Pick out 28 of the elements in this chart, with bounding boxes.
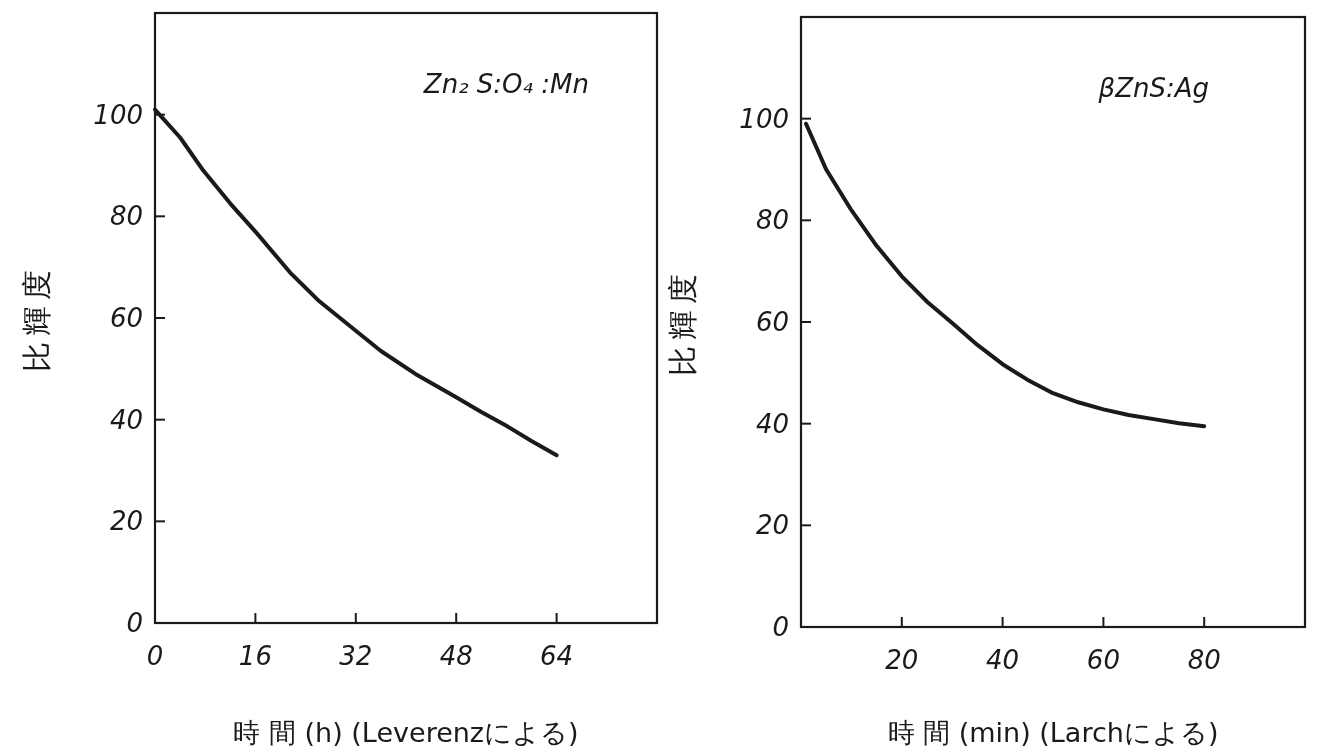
y-tick-label: 40 xyxy=(109,404,143,435)
y-tick-label: 0 xyxy=(772,612,789,642)
y-axis-title: 比輝度 xyxy=(19,264,54,372)
x-tick-label: 40 xyxy=(986,645,1020,675)
y-tick-label: 60 xyxy=(755,307,789,337)
x-tick-label: 20 xyxy=(885,645,919,675)
x-axis-title: 時 間 (h) (Leverenzによる) xyxy=(233,717,579,748)
x-tick-label: 60 xyxy=(1086,645,1120,675)
y-axis-title: 比輝度 xyxy=(665,268,700,376)
y-tick-label: 20 xyxy=(755,510,789,541)
x-tick-label: 0 xyxy=(146,641,164,671)
x-tick-label: 48 xyxy=(439,641,473,671)
x-tick-label: 32 xyxy=(339,641,373,671)
y-tick-label: 40 xyxy=(755,408,789,439)
annotation: Zn₂ S:O₄ :Mn xyxy=(422,69,589,99)
y-tick-label: 80 xyxy=(109,201,143,232)
x-axis-title: 時 間 (min) (Larchによる) xyxy=(887,717,1219,748)
y-tick-label: 80 xyxy=(755,205,789,236)
y-tick-label: 100 xyxy=(739,103,789,134)
x-tick-label: 80 xyxy=(1187,645,1221,675)
y-tick-label: 100 xyxy=(93,99,143,130)
y-tick-label: 20 xyxy=(109,506,143,537)
line-series xyxy=(804,121,1207,429)
x-tick-label: 64 xyxy=(540,641,574,671)
annotation: βZnS:Ag xyxy=(1097,73,1210,103)
x-tick-label: 16 xyxy=(238,641,272,671)
y-tick-label: 0 xyxy=(126,608,143,638)
y-tick-label: 60 xyxy=(109,303,143,333)
